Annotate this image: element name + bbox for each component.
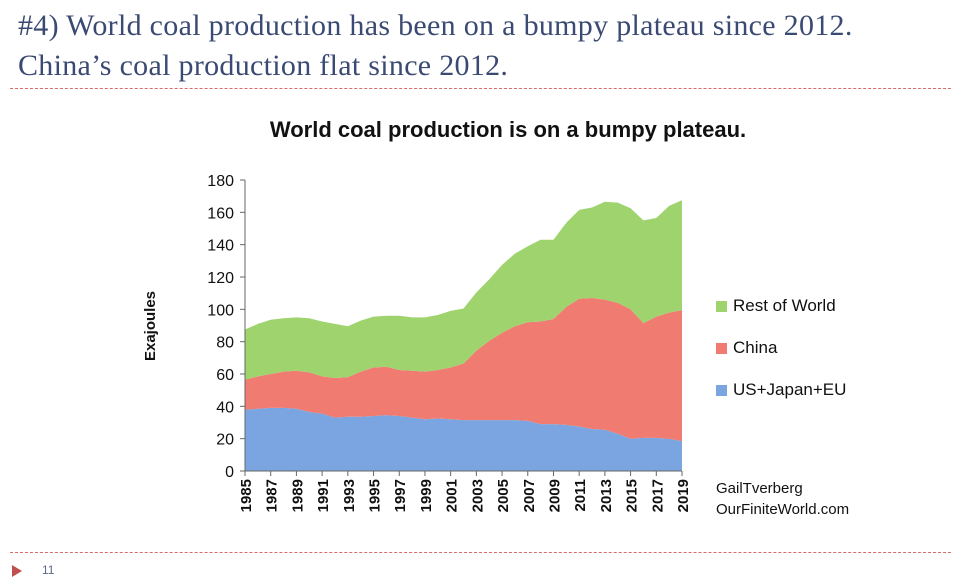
y-tick-label: 40 <box>216 399 234 416</box>
x-tick-label: 2015 <box>624 479 641 512</box>
x-tick-label: 2001 <box>444 479 461 512</box>
x-tick-labels: 1985 1987 1989 1991 1993 1995 1997 1999 2001 2003… <box>238 479 692 512</box>
x-tick-label: 1995 <box>367 479 384 512</box>
legend-swatch-china <box>716 343 727 354</box>
x-tick-label: 2003 <box>469 479 486 512</box>
x-tick-label: 2013 <box>598 479 615 512</box>
x-tick-label: 2007 <box>521 479 538 512</box>
y-tick-label: 20 <box>216 432 234 449</box>
bottom-divider <box>10 552 951 553</box>
y-axis-label: Exajoules <box>142 290 159 362</box>
x-tick-label: 1993 <box>341 479 358 512</box>
y-tick-label: 60 <box>216 367 234 384</box>
y-tick-label: 120 <box>207 270 234 287</box>
x-tick-label: 1999 <box>418 479 435 512</box>
legend-label-rest-of-world: Rest of World <box>733 296 836 315</box>
legend-swatch-rest-of-world <box>716 301 727 312</box>
x-tick-label: 2005 <box>495 479 512 512</box>
y-tick-label: 80 <box>216 335 234 352</box>
area-rest-of-world <box>245 200 682 380</box>
chart-axes <box>240 179 683 476</box>
credit-website: OurFiniteWorld.com <box>716 501 850 518</box>
y-tick-label: 180 <box>207 173 234 190</box>
legend-swatch-us-japan-eu <box>716 385 727 396</box>
x-tick-label: 2011 <box>572 479 589 512</box>
y-tick-label: 100 <box>207 302 234 319</box>
x-tick-label: 1991 <box>315 479 332 512</box>
slide-title: #4) World coal production has been on a … <box>18 9 853 82</box>
x-tick-label: 1987 <box>264 479 281 512</box>
legend-label-us-japan-eu: US+Japan+EU <box>733 380 847 399</box>
page-number: 11 <box>42 563 55 577</box>
x-tick-label: 2017 <box>649 479 666 512</box>
area-us-japan-eu <box>245 407 682 471</box>
x-tick-label: 1997 <box>392 479 409 512</box>
y-tick-label: 140 <box>207 238 234 255</box>
top-divider <box>10 88 951 89</box>
x-tick-label: 2019 <box>675 479 692 512</box>
slide-marker-icon <box>12 565 22 577</box>
x-tick-label: 1985 <box>238 479 255 512</box>
x-tick-label: 1989 <box>289 479 306 512</box>
y-tick-label: 0 <box>225 464 234 481</box>
area-china <box>245 298 682 442</box>
credit-author: GailTverberg <box>716 480 803 497</box>
x-tick-label: 2009 <box>546 479 563 512</box>
legend-label-china: China <box>733 338 778 357</box>
y-tick-label: 160 <box>207 205 234 222</box>
chart-areas <box>245 200 682 471</box>
chart-title: World coal production is on a bumpy plat… <box>269 117 747 142</box>
y-tick-labels: 0 20 40 60 80 100 120 140 160 180 <box>207 173 234 481</box>
